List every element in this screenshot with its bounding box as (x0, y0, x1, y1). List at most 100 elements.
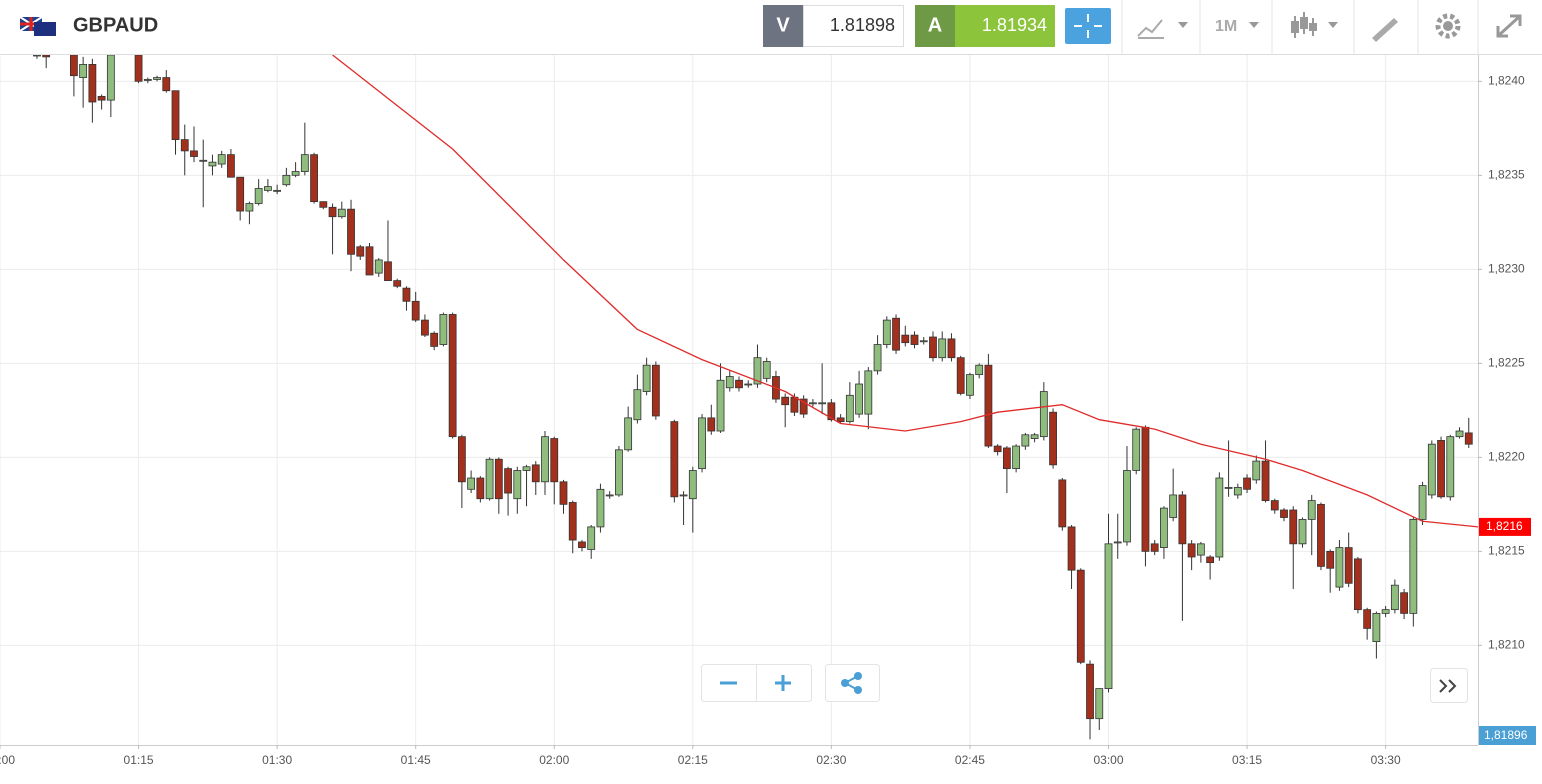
candle-body (1196, 543, 1205, 556)
candle-body (753, 357, 762, 385)
axes: 1,8210 1,8215 1,8220 1,8225 1,8230 1,8235 1,82… (0, 73, 1536, 767)
candle-body (282, 174, 291, 186)
x-tick-label: 01:45 (401, 753, 431, 767)
scroll-end-button[interactable] (1430, 668, 1468, 703)
candle-body (227, 154, 235, 178)
candle-body (956, 357, 965, 394)
candle-body (1427, 443, 1436, 496)
candle-body (236, 176, 245, 212)
candle-body (1058, 479, 1067, 528)
scroll-end-icon (1439, 679, 1457, 693)
candle-icon-body (1300, 17, 1308, 29)
candle-body (171, 90, 180, 141)
candle-body (531, 464, 540, 483)
y-tick-label: 1,8210 (1488, 638, 1525, 652)
candle-body (1363, 609, 1372, 629)
candle-body (1021, 434, 1030, 447)
timeframe[interactable]: 1M (1215, 18, 1237, 35)
candle-body (1049, 411, 1057, 466)
candle-body (993, 445, 1002, 453)
candle-body (541, 436, 549, 483)
candle-body (725, 376, 734, 389)
candle-body (873, 344, 882, 372)
candle-body (430, 332, 439, 347)
zoom-in[interactable] (775, 675, 791, 691)
candle-body (245, 203, 254, 212)
candle-body (494, 458, 503, 500)
candle-body (1086, 663, 1094, 720)
candle-body (300, 154, 309, 172)
candle-body (679, 494, 688, 497)
fullscreen-icon[interactable] (1496, 14, 1522, 38)
ask-button[interactable] (915, 5, 955, 47)
candle-body (698, 417, 706, 470)
candle-body (97, 95, 106, 101)
crosshair-button[interactable] (1065, 8, 1111, 44)
candle-body (735, 379, 743, 389)
candle-body (153, 77, 161, 80)
candle-body (1215, 477, 1224, 558)
candle-body (1446, 436, 1455, 498)
bid-price: 1.81898 (830, 15, 895, 35)
candle-body (550, 438, 559, 483)
draw-icon[interactable] (1372, 18, 1398, 42)
candle-body (1354, 558, 1362, 611)
candle-body (1002, 447, 1011, 470)
candle-body (1243, 477, 1251, 490)
dropdown[interactable] (1178, 22, 1188, 28)
candle-body (143, 79, 152, 81)
candle-body (439, 314, 448, 345)
candle-body (1141, 426, 1150, 552)
dropdown[interactable] (1328, 22, 1338, 28)
share-button[interactable] (825, 664, 880, 702)
candle-body (845, 394, 854, 423)
candle-body (199, 159, 208, 162)
candle-body (162, 77, 171, 92)
crosshair-icon (1074, 14, 1102, 38)
candle-body (966, 374, 974, 396)
y-tick-label: 1,8230 (1488, 262, 1525, 276)
candle-body (1455, 430, 1464, 438)
y-tick-label: 1,8225 (1488, 356, 1525, 370)
candle-body (384, 261, 392, 282)
ask-box (955, 5, 1055, 47)
candle-body (1224, 487, 1233, 489)
bid-button[interactable] (763, 5, 803, 47)
candle-body (781, 396, 790, 406)
candle-body (864, 370, 873, 415)
candle-body (1169, 494, 1178, 518)
candle-body (587, 526, 596, 550)
flag-au (34, 22, 56, 36)
candle-body (578, 541, 586, 548)
candle-body (411, 300, 420, 321)
y-tick-label: 1,8240 (1488, 73, 1525, 87)
last-price-box (1479, 517, 1531, 536)
settings-icon[interactable] (1435, 13, 1461, 39)
bid-price-label: 1,81896 (1484, 728, 1528, 742)
candle-body (1298, 518, 1307, 545)
candle-body (615, 449, 623, 496)
candle-body (707, 417, 716, 432)
dropdown[interactable] (1249, 22, 1259, 28)
candle-body (485, 458, 494, 500)
candle-body (88, 64, 97, 103)
candle-body (393, 280, 402, 287)
chart-type-icon[interactable] (1137, 19, 1164, 39)
bid-box (803, 5, 904, 47)
y-tick-label: 1,8215 (1488, 544, 1525, 558)
candle-body (670, 421, 679, 498)
candle-body (310, 154, 318, 203)
candle-body (855, 383, 863, 415)
candle-body (1270, 500, 1279, 511)
candle-body (217, 154, 226, 165)
candle-body (836, 417, 845, 423)
candle-body (1372, 612, 1381, 642)
x-tick-label: 03:15 (1232, 753, 1262, 767)
candle-body (1132, 428, 1141, 471)
candle-body (938, 338, 947, 359)
candle-body (513, 470, 522, 500)
candle-body (263, 186, 272, 191)
ask-price: 1.81934 (982, 15, 1047, 35)
candle-body (106, 55, 115, 101)
candle-body (827, 402, 836, 421)
